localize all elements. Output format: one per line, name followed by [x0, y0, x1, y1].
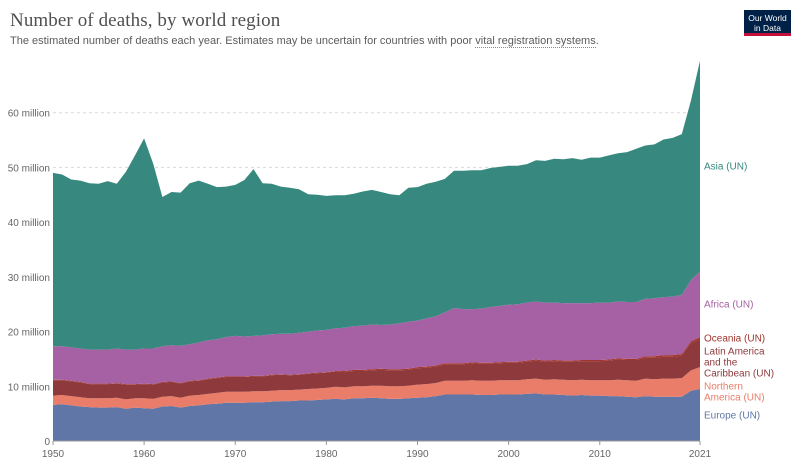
x-tick-label: 1990 — [406, 449, 429, 460]
area-latin-america[interactable] — [53, 338, 700, 400]
series-label[interactable]: America (UN) — [704, 392, 765, 403]
series-label[interactable]: Caribbean (UN) — [704, 368, 774, 379]
area-oceania[interactable] — [53, 337, 700, 385]
y-tick-label: 10 million — [8, 382, 50, 393]
x-tick-label: 1960 — [133, 449, 156, 460]
axes: 0 10 million 20 million 30 million 40 millio… — [8, 109, 712, 460]
vital-registration-link[interactable]: vital registration systems — [475, 35, 596, 48]
x-tick-label: 1980 — [315, 449, 338, 460]
subtitle-text: The estimated number of deaths each year… — [10, 35, 476, 47]
x-tick-label: 1970 — [224, 449, 247, 460]
x-tick-label: 2010 — [589, 449, 612, 460]
area-series — [53, 60, 700, 441]
x-tick-label: 2000 — [498, 449, 521, 460]
series-labels: Asia (UN) Africa (UN) Oceania (UN) Latin Am… — [704, 162, 774, 422]
y-tick-label: 40 million — [8, 218, 50, 229]
subtitle-period: . — [595, 35, 599, 47]
chart-title: Number of deaths, by world region — [10, 10, 281, 31]
series-label[interactable]: and the — [704, 357, 738, 368]
area-africa[interactable] — [53, 271, 700, 385]
logo-line-2: in Data — [754, 23, 781, 33]
y-tick-label: 30 million — [8, 273, 50, 284]
series-label[interactable]: Africa (UN) — [704, 300, 753, 311]
chart-subtitle: The estimated number of deaths each year… — [10, 35, 599, 48]
x-tick-label: 1950 — [42, 449, 65, 460]
area-northern-america[interactable] — [53, 367, 700, 409]
area-asia[interactable] — [53, 60, 700, 350]
series-label[interactable]: Northern — [704, 381, 743, 392]
series-label[interactable]: Asia (UN) — [704, 162, 747, 173]
y-tick-label: 50 million — [8, 163, 50, 174]
series-label[interactable]: Latin America — [704, 346, 765, 357]
series-label[interactable]: Europe (UN) — [704, 411, 760, 422]
y-tick-label: 60 million — [8, 109, 50, 120]
logo-line-1: Our World — [748, 13, 787, 23]
y-tick-label: 20 million — [8, 328, 50, 339]
series-label[interactable]: Oceania (UN) — [704, 333, 765, 344]
y-tick-label: 0 — [44, 437, 50, 448]
area-europe[interactable] — [53, 389, 700, 441]
x-tick-label: 2021 — [689, 449, 712, 460]
owid-logo[interactable]: Our World in Data — [744, 10, 791, 36]
